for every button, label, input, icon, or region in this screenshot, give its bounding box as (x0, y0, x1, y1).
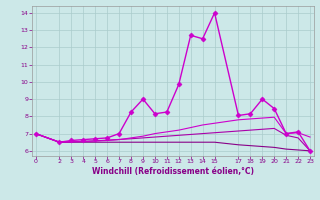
X-axis label: Windchill (Refroidissement éolien,°C): Windchill (Refroidissement éolien,°C) (92, 167, 254, 176)
